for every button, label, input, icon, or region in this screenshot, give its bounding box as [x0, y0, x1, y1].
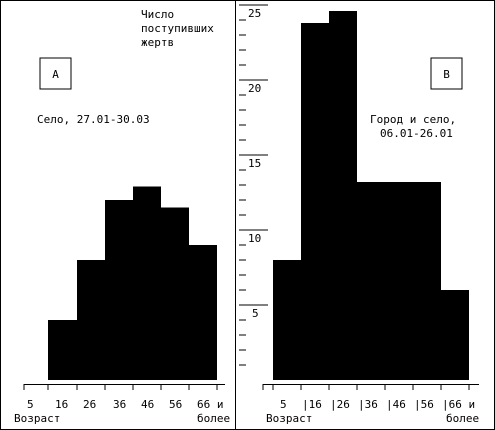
y-axis-title-line-2: поступивших — [141, 22, 214, 35]
panel-b-bar-4 — [357, 182, 413, 380]
panel-a-label-box — [39, 57, 72, 90]
panel-b-bars — [273, 11, 469, 380]
y-axis-title-line-3: жертв — [141, 36, 174, 49]
panel-a-bar-1 — [48, 320, 77, 380]
panel-b-x-ticks — [262, 384, 470, 390]
panel-b-label-box — [430, 57, 463, 90]
panel-b-ytick-5: 5 — [252, 307, 259, 320]
panel-a-xtick-1: 16 — [55, 398, 68, 411]
panel-b-xtick-0: 5 — [280, 398, 287, 411]
panel-a-bar-5 — [161, 207, 189, 380]
panel-a-xtick-7: более — [197, 412, 230, 425]
panel-a-bar-6 — [189, 245, 217, 380]
panel-b-y-ticks — [239, 4, 268, 366]
panel-a-x-ticks — [23, 384, 218, 390]
panel-b-ytick-10: 10 — [248, 232, 261, 245]
panel-b-xtick-5: |56 — [414, 398, 434, 411]
panel-b-annotation-line-2: 06.01-26.01 — [380, 127, 453, 140]
panel-a-bar-3 — [105, 200, 133, 380]
panel-a: A Село, 27.01-30.03 5 16 26 36 46 56 66 … — [14, 57, 230, 425]
panel-b-xlabel: Возраст — [266, 412, 312, 425]
panel-b-xtick-4: |46 — [386, 398, 406, 411]
panel-a-label: A — [52, 68, 59, 81]
y-axis-title-line-1: Число — [141, 8, 174, 21]
panel-a-annotation: Село, 27.01-30.03 — [37, 113, 150, 126]
panel-a-xtick-5: 56 — [169, 398, 182, 411]
panel-b-bar-5 — [413, 182, 441, 380]
panel-a-xtick-4: 46 — [141, 398, 154, 411]
panel-a-xtick-0: 5 — [27, 398, 34, 411]
panel-b-bar-6 — [441, 290, 469, 380]
panel-a-bars — [48, 186, 217, 380]
panel-a-xtick-3: 36 — [113, 398, 126, 411]
panel-a-bar-4 — [133, 186, 161, 380]
panel-b-annotation-line-1: Город и село, — [370, 113, 456, 126]
panel-b-ytick-25: 25 — [248, 7, 261, 20]
panel-a-bar-2 — [77, 260, 105, 380]
panel-a-xlabel: Возраст — [14, 412, 60, 425]
panel-b-xtick-1: |16 — [302, 398, 322, 411]
panel-b-ytick-20: 20 — [248, 82, 261, 95]
panel-b-bar-2 — [301, 23, 329, 380]
panel-b-xtick-6: |66 и — [442, 398, 475, 411]
panel-b-xtick-3: |36 — [358, 398, 378, 411]
panel-b-ytick-15: 15 — [248, 157, 261, 170]
panel-b-bar-1 — [273, 260, 301, 380]
panel-b-xtick-2: |26 — [330, 398, 350, 411]
panel-b-label: B — [443, 68, 450, 81]
panel-a-xtick-6: 66 и — [197, 398, 224, 411]
panel-b: Число поступивших жертв B Город и село, … — [141, 4, 479, 425]
panel-a-xtick-2: 26 — [83, 398, 96, 411]
panel-b-xtick-7: более — [446, 412, 479, 425]
panel-b-bar-3 — [329, 11, 357, 380]
